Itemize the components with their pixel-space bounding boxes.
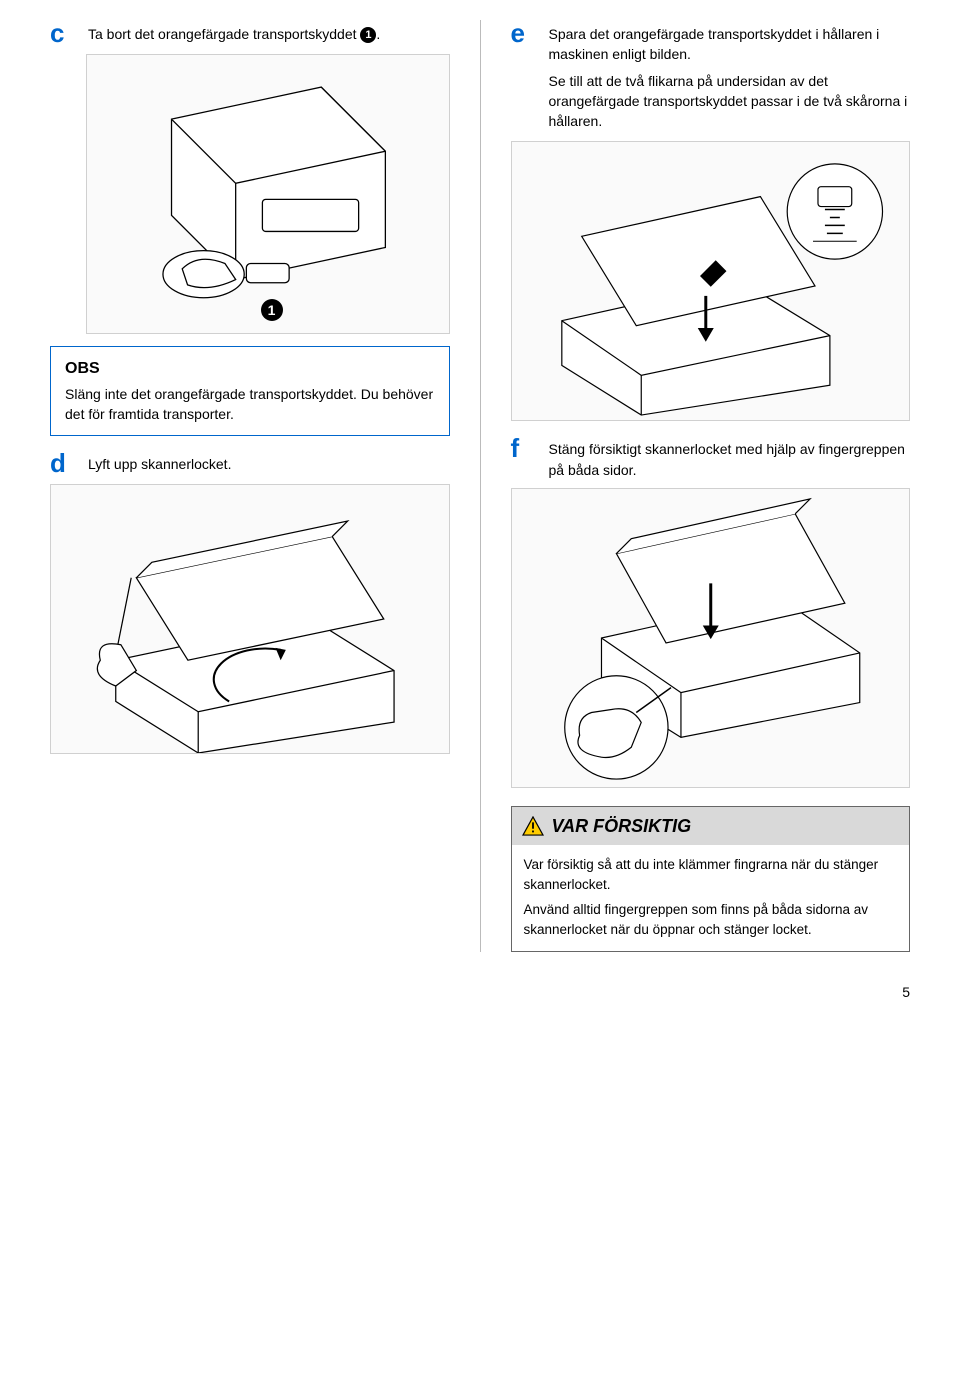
step-letter-d: d	[50, 450, 74, 476]
circled-marker-1: 1	[360, 27, 376, 43]
page-columns: c Ta bort det orangefärgade transportsky…	[50, 20, 910, 952]
step-letter-f: f	[511, 435, 535, 480]
illustration-lift-scanner-lid	[50, 484, 450, 754]
page-number: 5	[50, 982, 910, 1002]
step-letter-c: c	[50, 20, 74, 46]
column-divider	[480, 20, 481, 952]
step-f: f Stäng försiktigt skannerlocket med hjä…	[511, 435, 911, 480]
step-letter-e: e	[511, 20, 535, 131]
step-c-text-after: .	[376, 26, 380, 42]
caution-para1: Var försiktig så att du inte klämmer fin…	[524, 855, 898, 894]
step-d-text: Lyft upp skannerlocket.	[88, 450, 231, 476]
step-e: e Spara det orangefärgade transportskydd…	[511, 20, 911, 131]
right-column: e Spara det orangefärgade transportskydd…	[511, 20, 911, 952]
obs-title: OBS	[65, 357, 435, 380]
step-d: d Lyft upp skannerlocket.	[50, 450, 450, 476]
illustration-marker-1: 1	[261, 299, 283, 321]
caution-para2: Använd alltid fingergreppen som finns på…	[524, 900, 898, 939]
caution-box: VAR FÖRSIKTIG Var försiktig så att du in…	[511, 806, 911, 952]
step-c-text-before: Ta bort det orangefärgade transportskydd…	[88, 26, 360, 42]
illustration-close-scanner-lid	[511, 488, 911, 788]
step-c-text: Ta bort det orangefärgade transportskydd…	[88, 20, 380, 46]
step-f-text: Stäng försiktigt skannerlocket med hjälp…	[549, 435, 911, 480]
step-e-para1: Spara det orangefärgade transportskyddet…	[549, 24, 911, 65]
step-e-para2: Se till att de två flikarna på undersida…	[549, 71, 911, 132]
caution-title: VAR FÖRSIKTIG	[552, 813, 692, 839]
warning-icon	[522, 816, 544, 836]
illustration-store-transport-guard	[511, 141, 911, 421]
caution-text: Var försiktig så att du inte klämmer fin…	[524, 855, 898, 939]
obs-note-box: OBS Släng inte det orangefärgade transpo…	[50, 346, 450, 436]
step-e-text: Spara det orangefärgade transportskyddet…	[549, 20, 911, 131]
caution-header: VAR FÖRSIKTIG	[512, 807, 910, 845]
illustration-remove-transport-guard: 1	[86, 54, 450, 334]
left-column: c Ta bort det orangefärgade transportsky…	[50, 20, 450, 952]
obs-text: Släng inte det orangefärgade transportsk…	[65, 384, 435, 425]
step-c: c Ta bort det orangefärgade transportsky…	[50, 20, 450, 46]
